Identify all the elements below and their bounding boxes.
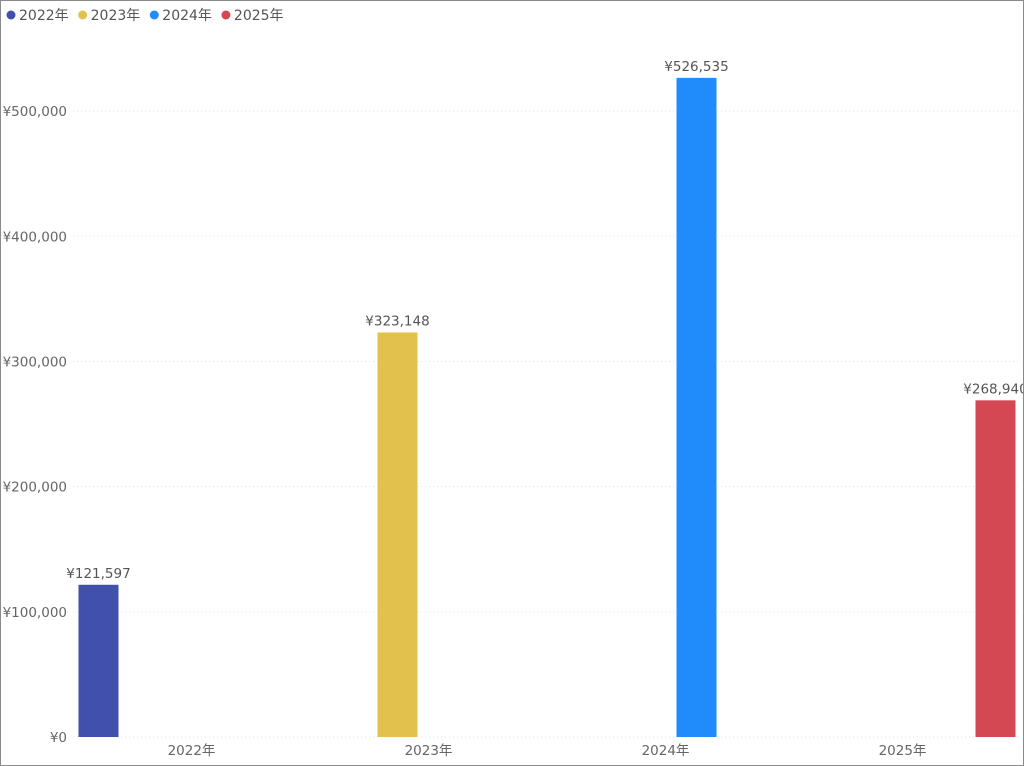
legend-marker: [6, 10, 16, 20]
data-label: ¥526,535: [664, 59, 728, 75]
legend-item-label: 2024年: [162, 8, 212, 24]
y-tick-label: ¥0: [50, 730, 67, 746]
bar: [676, 77, 717, 737]
legend-marker: [221, 10, 231, 20]
legend-item-label: 2022年: [19, 8, 69, 24]
legend-item-label: 2025年: [234, 8, 284, 24]
bar: [377, 332, 418, 737]
legend-marker: [149, 10, 159, 20]
legend-marker: [78, 10, 88, 20]
y-axis: ¥0 ¥100,000 ¥200,000 ¥300,000 ¥400,000 ¥500,0…: [3, 104, 67, 746]
x-tick-label: 2023年: [405, 743, 453, 759]
y-tick-label: ¥100,000: [3, 605, 67, 621]
legend-item-label: 2023年: [91, 8, 141, 24]
data-labels: ¥121,597 ¥323,148 ¥526,535 ¥268,940: [66, 59, 1023, 582]
bar: [975, 400, 1016, 737]
y-tick-label: ¥200,000: [3, 480, 67, 496]
data-label: ¥268,940: [963, 381, 1023, 397]
x-tick-label: 2024年: [642, 743, 690, 759]
legend: 2022年 2023年 2024年 2025年: [6, 8, 284, 24]
grid-lines: [73, 110, 1021, 738]
bars: [78, 77, 1016, 737]
x-tick-label: 2025年: [879, 743, 927, 759]
x-tick-label: 2022年: [168, 743, 216, 759]
y-tick-label: ¥500,000: [3, 104, 67, 120]
x-axis: 2022年 2023年 2024年 2025年: [168, 743, 927, 759]
data-label: ¥121,597: [66, 566, 130, 582]
y-tick-label: ¥300,000: [3, 354, 67, 370]
y-tick-label: ¥400,000: [3, 229, 67, 245]
bar: [78, 584, 119, 737]
data-label: ¥323,148: [365, 313, 429, 329]
